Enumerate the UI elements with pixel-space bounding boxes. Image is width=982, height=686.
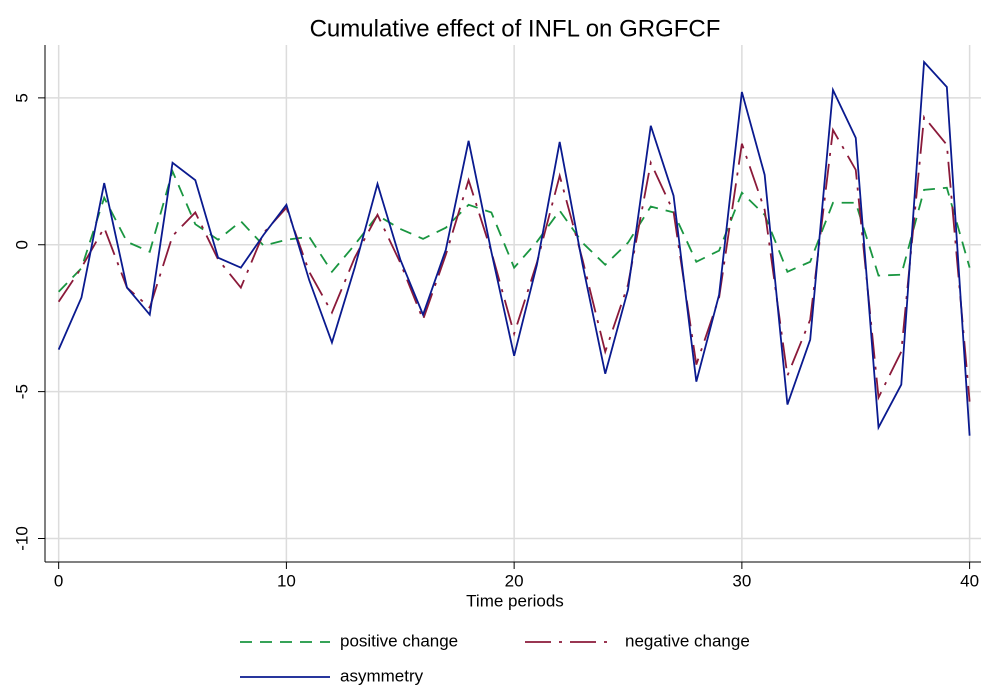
y-tick-label: 0 [12, 240, 31, 249]
legend-label: asymmetry [340, 666, 424, 685]
x-tick-label: 40 [960, 571, 979, 590]
y-tick-label: -10 [12, 526, 31, 551]
x-tick-label: 0 [54, 571, 63, 590]
legend-label: positive change [340, 631, 458, 650]
x-axis-label: Time periods [466, 591, 564, 610]
y-tick-label: -5 [12, 384, 31, 399]
legend-label: negative change [625, 631, 750, 650]
series-line [57, 59, 971, 436]
x-tick-label: 10 [277, 571, 296, 590]
x-tick-label: 30 [732, 571, 751, 590]
y-tick-label: 5 [12, 93, 31, 102]
chart-title: Cumulative effect of INFL on GRGFCF [310, 15, 721, 42]
x-tick-label: 20 [505, 571, 524, 590]
